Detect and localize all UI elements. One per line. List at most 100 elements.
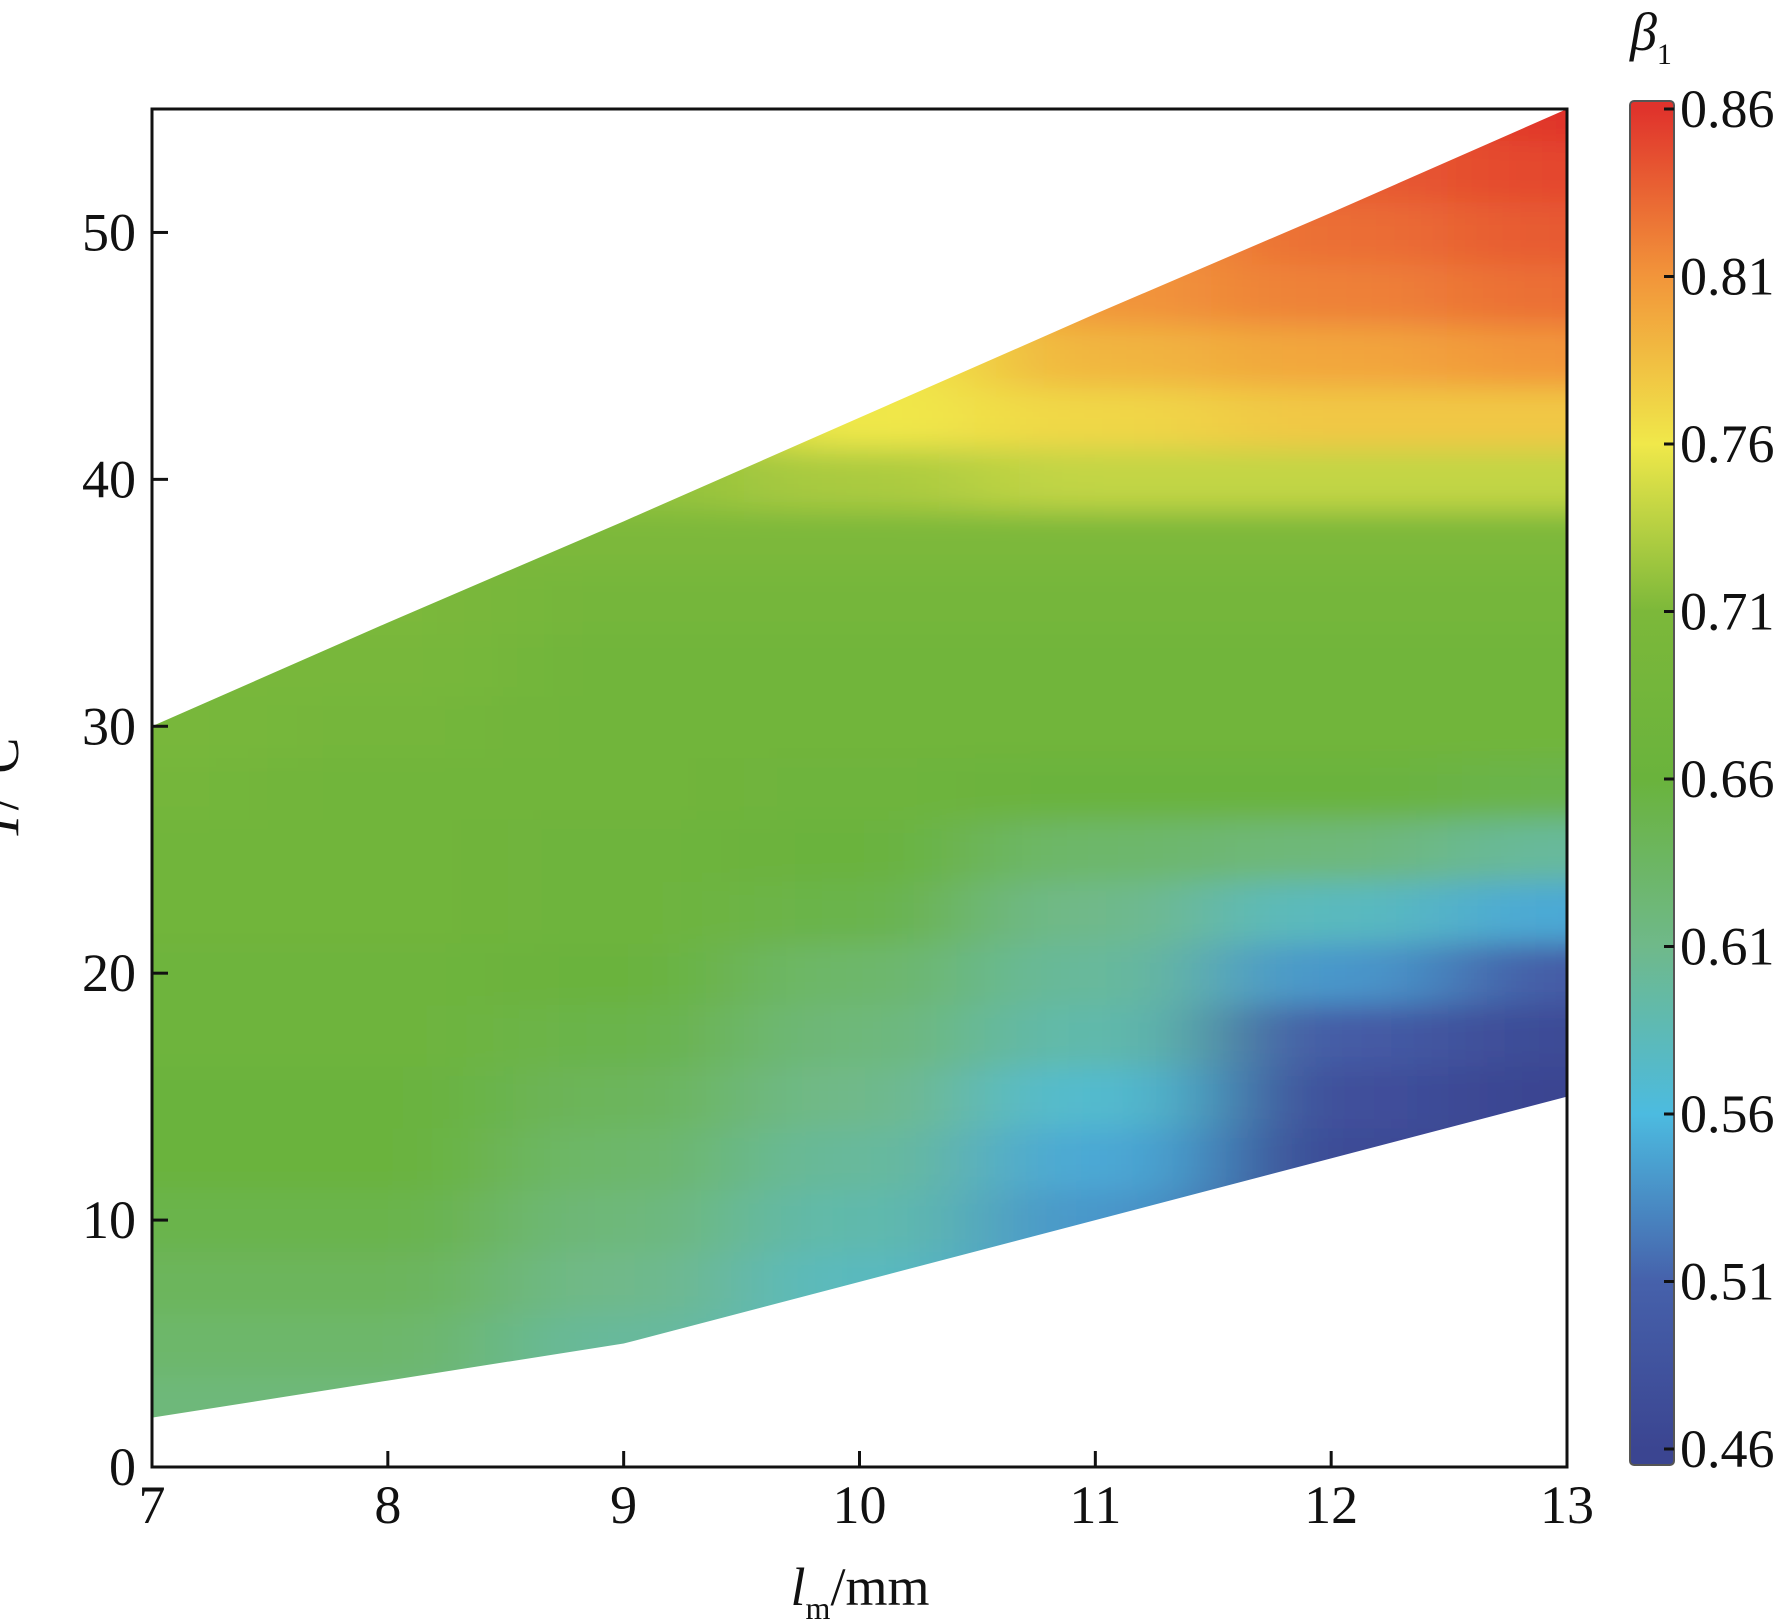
heat-cell xyxy=(1449,263,1567,327)
heat-cell xyxy=(1213,633,1451,697)
colorbar-tick-label: 0.86 xyxy=(1680,79,1775,139)
heat-cell xyxy=(152,1250,271,1314)
colorbar-label: β1 xyxy=(1629,2,1672,71)
heat-cell xyxy=(1449,818,1567,882)
heat-cell xyxy=(741,942,979,1006)
colorbar-tick-label: 0.56 xyxy=(1680,1084,1775,1144)
y-tick-label: 40 xyxy=(82,449,136,509)
heat-cell xyxy=(505,1004,743,1067)
heat-cell xyxy=(269,757,507,820)
heat-cell xyxy=(1213,201,1451,265)
heat-cell xyxy=(269,695,507,759)
heat-cell xyxy=(1449,386,1567,450)
heat-cell xyxy=(1213,263,1451,327)
heat-cell xyxy=(505,1127,743,1191)
heat-cell xyxy=(152,1065,271,1129)
heat-cell xyxy=(1449,695,1567,759)
heat-cell xyxy=(269,942,507,1006)
y-tick-label: 10 xyxy=(82,1190,136,1250)
heat-cell xyxy=(505,942,743,1006)
heat-cell xyxy=(505,1189,743,1252)
heat-cell xyxy=(505,1250,743,1314)
heat-cell xyxy=(269,1004,507,1067)
heat-cell xyxy=(1449,325,1567,388)
colorbar-tick-label: 0.71 xyxy=(1680,582,1775,642)
heat-cell xyxy=(1213,818,1451,882)
heat-cell xyxy=(269,1065,507,1129)
heat-cell xyxy=(741,448,979,512)
heat-cell xyxy=(1213,510,1451,573)
heat-cell xyxy=(269,880,507,944)
x-tick-label: 7 xyxy=(139,1475,166,1535)
heat-cell xyxy=(741,109,979,450)
x-tick-label: 11 xyxy=(1069,1475,1121,1535)
heat-cell xyxy=(1213,880,1451,944)
colorbar-label-symbol: β xyxy=(1629,2,1657,62)
heat-cell xyxy=(1213,448,1451,512)
heat-cell xyxy=(1449,510,1567,573)
colorbar-label-sub: 1 xyxy=(1657,38,1672,71)
heat-cell xyxy=(152,880,271,944)
heat-cell xyxy=(269,1189,507,1252)
heat-cell xyxy=(269,109,507,635)
heat-cell xyxy=(741,633,979,697)
heat-cell xyxy=(505,695,743,759)
heat-cell xyxy=(1449,139,1567,203)
heat-cell xyxy=(152,818,271,882)
x-tick-label: 9 xyxy=(610,1475,637,1535)
heat-cell xyxy=(977,325,1215,388)
heat-cell xyxy=(152,757,271,820)
heat-cell xyxy=(505,880,743,944)
x-label-unit: /mm xyxy=(830,1557,929,1617)
x-tick-label: 13 xyxy=(1540,1475,1594,1535)
heat-cell xyxy=(741,818,979,882)
heat-cell xyxy=(152,1312,271,1376)
heat-cell xyxy=(269,1127,507,1191)
heat-cell xyxy=(1449,201,1567,265)
y-axis-label: T/°C xyxy=(0,738,30,841)
heat-cell xyxy=(1213,1127,1451,1418)
heat-cell xyxy=(977,880,1215,944)
colorbar-tick-label: 0.76 xyxy=(1680,414,1775,474)
heat-cell xyxy=(152,1004,271,1067)
heat-cell xyxy=(741,757,979,820)
heat-cell xyxy=(1213,1065,1451,1129)
heat-cell xyxy=(741,1004,979,1067)
y-label-unit: /°C xyxy=(0,738,30,811)
heat-cell xyxy=(505,510,743,573)
heat-cell xyxy=(505,757,743,820)
heat-cell xyxy=(977,633,1215,697)
heat-cell xyxy=(505,818,743,882)
heat-cell xyxy=(505,1065,743,1129)
heat-cell xyxy=(1213,571,1451,635)
colorbar-tick-label: 0.81 xyxy=(1680,247,1775,307)
y-tick-label: 30 xyxy=(82,696,136,756)
heat-cell xyxy=(741,880,979,944)
heat-cell xyxy=(505,109,743,512)
heat-cell xyxy=(977,571,1215,635)
field xyxy=(152,109,1567,1418)
x-tick-label: 10 xyxy=(833,1475,887,1535)
colorbar-tick-label: 0.61 xyxy=(1680,917,1775,977)
heat-cell xyxy=(977,386,1215,450)
heat-cell xyxy=(152,942,271,1006)
colorbar-tick-label: 0.66 xyxy=(1680,749,1775,809)
heat-cell xyxy=(1449,880,1567,944)
colorbar xyxy=(1629,100,1675,1466)
heat-cell xyxy=(741,695,979,759)
heat-cell xyxy=(1449,571,1567,635)
heat-cell xyxy=(269,633,507,697)
heat-cell xyxy=(1213,942,1451,1006)
heat-cell xyxy=(1449,633,1567,697)
heat-cell xyxy=(1213,695,1451,759)
heat-cell xyxy=(977,942,1215,1006)
colorbar-tick-label: 0.46 xyxy=(1680,1419,1775,1479)
heat-cell xyxy=(977,510,1215,573)
heat-cell xyxy=(977,695,1215,759)
heat-cell xyxy=(977,448,1215,512)
heat-cell xyxy=(1213,757,1451,820)
heat-cell xyxy=(741,1065,979,1129)
colorbar-tick-label: 0.51 xyxy=(1680,1252,1775,1312)
heat-cell xyxy=(152,1374,271,1418)
